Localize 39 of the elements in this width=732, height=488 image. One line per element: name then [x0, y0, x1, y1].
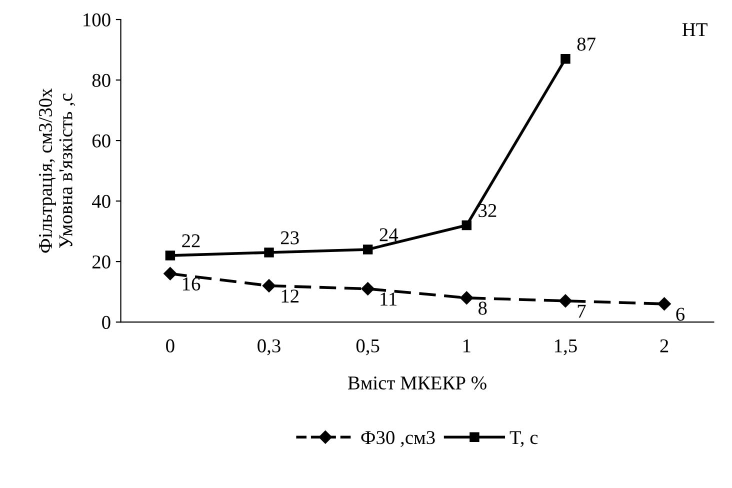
data-label: 6: [676, 308, 685, 321]
data-label: 7: [578, 304, 586, 318]
point: [164, 267, 177, 280]
point: [558, 294, 572, 308]
data-label: 8: [478, 302, 487, 315]
y-tick-label: 60: [92, 134, 110, 148]
point: [165, 250, 176, 260]
data-label: 23: [280, 231, 299, 244]
data-label: 12: [282, 290, 298, 302]
y-tick-label: 100: [84, 13, 110, 26]
x-tick-label: 0: [166, 339, 174, 352]
point: [462, 220, 472, 230]
point: [658, 297, 671, 311]
x-tick-label: 0,3: [258, 339, 280, 356]
x-tick-label: 0,5: [356, 339, 380, 356]
annotation: HT: [682, 23, 708, 36]
x-tick-label: 1: [464, 339, 470, 352]
x-tick-label: 2: [660, 339, 668, 352]
y-axis-title: Фільтрація, см3/30х Умовна в'язкість ,с: [38, 88, 76, 253]
point: [264, 248, 274, 258]
point: [262, 279, 276, 292]
point: [362, 244, 373, 254]
data-label: 22: [182, 234, 200, 248]
data-label: 24: [380, 228, 398, 242]
y-tick-label: 40: [92, 194, 110, 208]
x-tick-label: 1,5: [555, 339, 577, 356]
x-axis-title: Вміст МКЕКР %: [348, 376, 486, 390]
data-label: 87: [577, 38, 596, 51]
legend-label: T, с: [510, 431, 538, 447]
point: [460, 291, 474, 304]
point: [560, 54, 570, 64]
y-tick-label: 80: [92, 74, 110, 87]
point: [361, 282, 374, 296]
y-tick-label: 20: [92, 255, 110, 269]
legend-label: Ф30 ,см3: [361, 431, 435, 447]
data-label: 32: [478, 204, 496, 218]
data-label: 11: [380, 292, 396, 306]
y-tick-label: 0: [102, 316, 110, 330]
data-label: 16: [183, 277, 200, 291]
